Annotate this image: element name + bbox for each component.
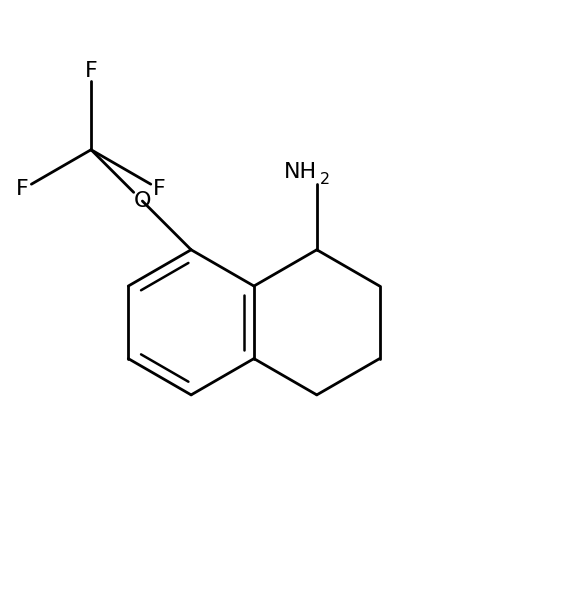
Text: NH: NH (284, 161, 317, 182)
Text: F: F (85, 61, 97, 81)
Text: O: O (134, 191, 151, 211)
Text: F: F (153, 179, 166, 199)
Text: 2: 2 (320, 172, 329, 187)
Text: F: F (17, 179, 29, 199)
